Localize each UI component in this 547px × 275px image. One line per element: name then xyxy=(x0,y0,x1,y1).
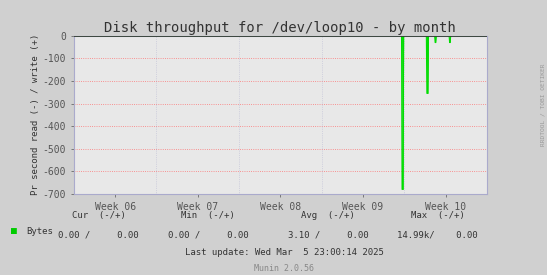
Title: Disk throughput for /dev/loop10 - by month: Disk throughput for /dev/loop10 - by mon… xyxy=(104,21,456,35)
Text: Bytes: Bytes xyxy=(26,227,53,235)
Text: 0.00 /     0.00: 0.00 / 0.00 xyxy=(167,231,248,240)
Text: 14.99k/    0.00: 14.99k/ 0.00 xyxy=(397,231,478,240)
Y-axis label: Pr second read (-) / write (+): Pr second read (-) / write (+) xyxy=(31,34,40,196)
Text: ■: ■ xyxy=(11,226,17,236)
Text: 3.10 /     0.00: 3.10 / 0.00 xyxy=(288,231,369,240)
Text: Munin 2.0.56: Munin 2.0.56 xyxy=(254,265,315,273)
Text: Max  (-/+): Max (-/+) xyxy=(411,211,464,220)
Text: 0.00 /     0.00: 0.00 / 0.00 xyxy=(58,231,139,240)
Text: Cur  (-/+): Cur (-/+) xyxy=(72,211,125,220)
Text: Min  (-/+): Min (-/+) xyxy=(181,211,235,220)
Text: Last update: Wed Mar  5 23:00:14 2025: Last update: Wed Mar 5 23:00:14 2025 xyxy=(185,248,384,257)
Text: Avg  (-/+): Avg (-/+) xyxy=(301,211,355,220)
Text: RRDTOOL / TOBI OETIKER: RRDTOOL / TOBI OETIKER xyxy=(540,63,546,146)
